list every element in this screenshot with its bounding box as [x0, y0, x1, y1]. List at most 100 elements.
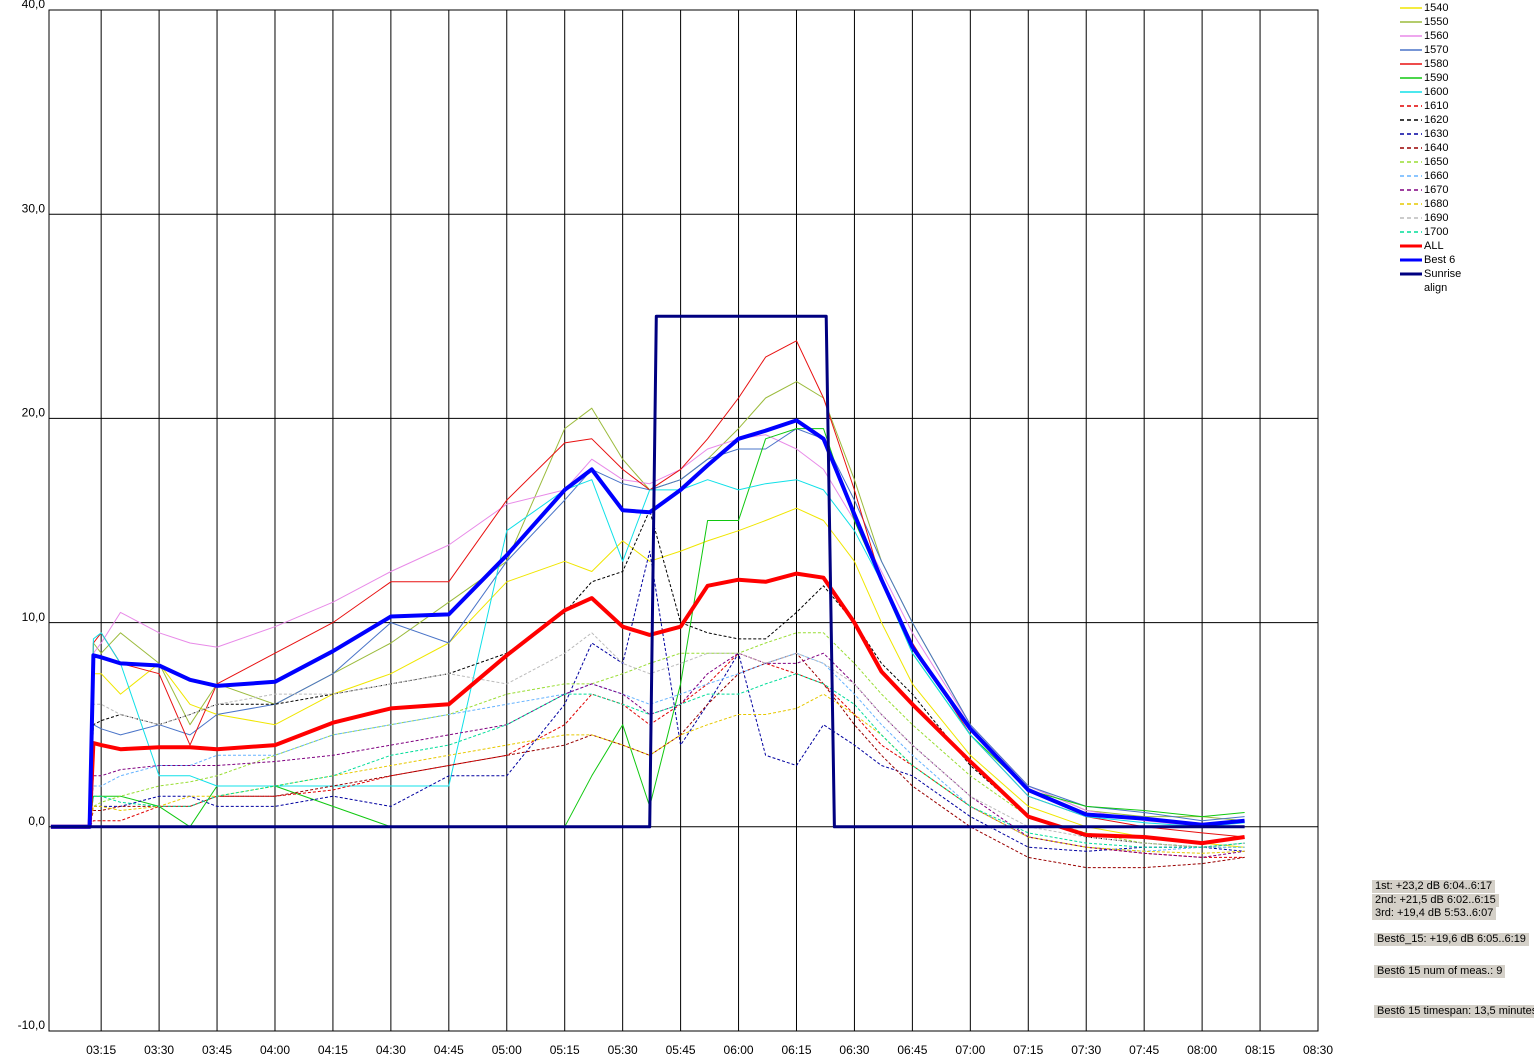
legend-label: 1620	[1424, 114, 1449, 126]
legend-swatch	[1400, 217, 1422, 219]
legend-label: 1700	[1424, 226, 1449, 238]
legend-item: ALL	[1398, 239, 1478, 253]
legend-swatch	[1400, 119, 1422, 121]
x-tick-label: 06:00	[724, 1043, 754, 1057]
legend-item: 1540	[1398, 1, 1478, 15]
legend-swatch	[1400, 244, 1422, 248]
legend-item: 1560	[1398, 29, 1478, 43]
legend-swatch	[1400, 147, 1422, 149]
x-tick-label: 03:45	[202, 1043, 232, 1057]
legend-item: 1570	[1398, 43, 1478, 57]
series-line	[50, 507, 1245, 848]
series-line	[50, 632, 1245, 848]
legend-item: 1580	[1398, 57, 1478, 71]
legend-label: 1690	[1424, 212, 1449, 224]
legend-label: 1570	[1424, 44, 1449, 56]
series-line	[50, 434, 1245, 828]
y-tick-label: 40,0	[22, 0, 46, 11]
legend-label: 1610	[1424, 100, 1449, 112]
legend-item: 1640	[1398, 141, 1478, 155]
annotation: 3rd: +19,4 dB 5:53..6:07	[1372, 907, 1497, 920]
legend-label: Sunrise align	[1424, 268, 1462, 294]
legend-swatch	[1400, 189, 1422, 191]
legend-item: 1600	[1398, 85, 1478, 99]
annotation: Best6_15: +19,6 dB 6:05..6:19	[1374, 933, 1529, 946]
legend-label: 1670	[1424, 184, 1449, 196]
x-tick-label: 04:15	[318, 1043, 348, 1057]
legend-label: 1640	[1424, 142, 1449, 154]
y-tick-label: 10,0	[22, 610, 46, 624]
legend-swatch	[1400, 21, 1422, 23]
legend-swatch	[1400, 161, 1422, 163]
x-tick-label: 06:45	[897, 1043, 927, 1057]
legend-item: 1680	[1398, 197, 1478, 211]
x-tick-label: 05:45	[666, 1043, 696, 1057]
y-tick-label: 0,0	[28, 814, 45, 828]
series-line	[50, 652, 1245, 858]
annotation: Best6 15 timespan: 13,5 minutes	[1374, 1005, 1534, 1018]
y-tick-label: 30,0	[22, 201, 46, 215]
legend-item: 1610	[1398, 99, 1478, 113]
annotation: 1st: +23,2 dB 6:04..6:17	[1372, 880, 1496, 893]
x-tick-label: 07:30	[1071, 1043, 1101, 1057]
x-tick-label: 07:15	[1013, 1043, 1043, 1057]
series-line	[50, 418, 1245, 829]
x-tick-label: 06:15	[781, 1043, 811, 1057]
legend-label: 1680	[1424, 198, 1449, 210]
x-tick-label: 05:30	[608, 1043, 638, 1057]
legend-item: 1670	[1398, 183, 1478, 197]
x-tick-label: 04:45	[434, 1043, 464, 1057]
legend-item: 1620	[1398, 113, 1478, 127]
series-line	[50, 479, 1245, 828]
series-line	[50, 673, 1245, 848]
legend-item: 1690	[1398, 211, 1478, 225]
legend-item: 1590	[1398, 71, 1478, 85]
legend-swatch	[1400, 105, 1422, 107]
legend-swatch	[1400, 77, 1422, 79]
series-line	[50, 314, 1245, 829]
legend-label: 1580	[1424, 58, 1449, 70]
annotation: Best6 15 num of meas.: 9	[1374, 965, 1506, 978]
x-tick-label: 07:00	[955, 1043, 985, 1057]
legend-item: 1650	[1398, 155, 1478, 169]
series-line	[50, 652, 1245, 852]
legend-swatch	[1400, 133, 1422, 135]
legend-swatch	[1400, 91, 1422, 93]
legend-item: 1550	[1398, 15, 1478, 29]
x-tick-label: 05:15	[550, 1043, 580, 1057]
x-tick-label: 05:00	[492, 1043, 522, 1057]
legend-label: 1600	[1424, 86, 1449, 98]
series-line	[50, 571, 1245, 846]
series-line	[50, 550, 1245, 852]
series-line	[50, 632, 1245, 848]
legend-label: 1660	[1424, 170, 1449, 182]
x-tick-label: 04:00	[260, 1043, 290, 1057]
legend-label: 1550	[1424, 16, 1449, 28]
legend-swatch	[1400, 231, 1422, 233]
plot-frame	[48, 9, 1319, 1032]
x-tick-label: 08:30	[1303, 1043, 1333, 1057]
x-tick-label: 03:30	[144, 1043, 174, 1057]
legend-swatch	[1400, 203, 1422, 205]
legend-item: 1700	[1398, 225, 1478, 239]
legend-swatch	[1400, 63, 1422, 65]
legend-item: 1630	[1398, 127, 1478, 141]
legend-swatch	[1400, 258, 1422, 262]
legend-item: Best 6	[1398, 253, 1478, 267]
legend-label: 1590	[1424, 72, 1449, 84]
legend-label: 1540	[1424, 2, 1449, 14]
legend-swatch	[1400, 35, 1422, 37]
x-tick-label: 08:00	[1187, 1043, 1217, 1057]
x-tick-label: 07:45	[1129, 1043, 1159, 1057]
legend-label: ALL	[1424, 240, 1444, 252]
legend-label: Best 6	[1424, 254, 1456, 266]
legend-item: 1660	[1398, 169, 1478, 183]
legend-item: Sunrise align	[1398, 267, 1478, 295]
series-line	[50, 381, 1245, 828]
legend-swatch	[1400, 272, 1422, 276]
annotation: 2nd: +21,5 dB 6:02..6:15	[1372, 894, 1499, 907]
legend-swatch	[1400, 49, 1422, 51]
legend-label: 1650	[1424, 156, 1449, 168]
